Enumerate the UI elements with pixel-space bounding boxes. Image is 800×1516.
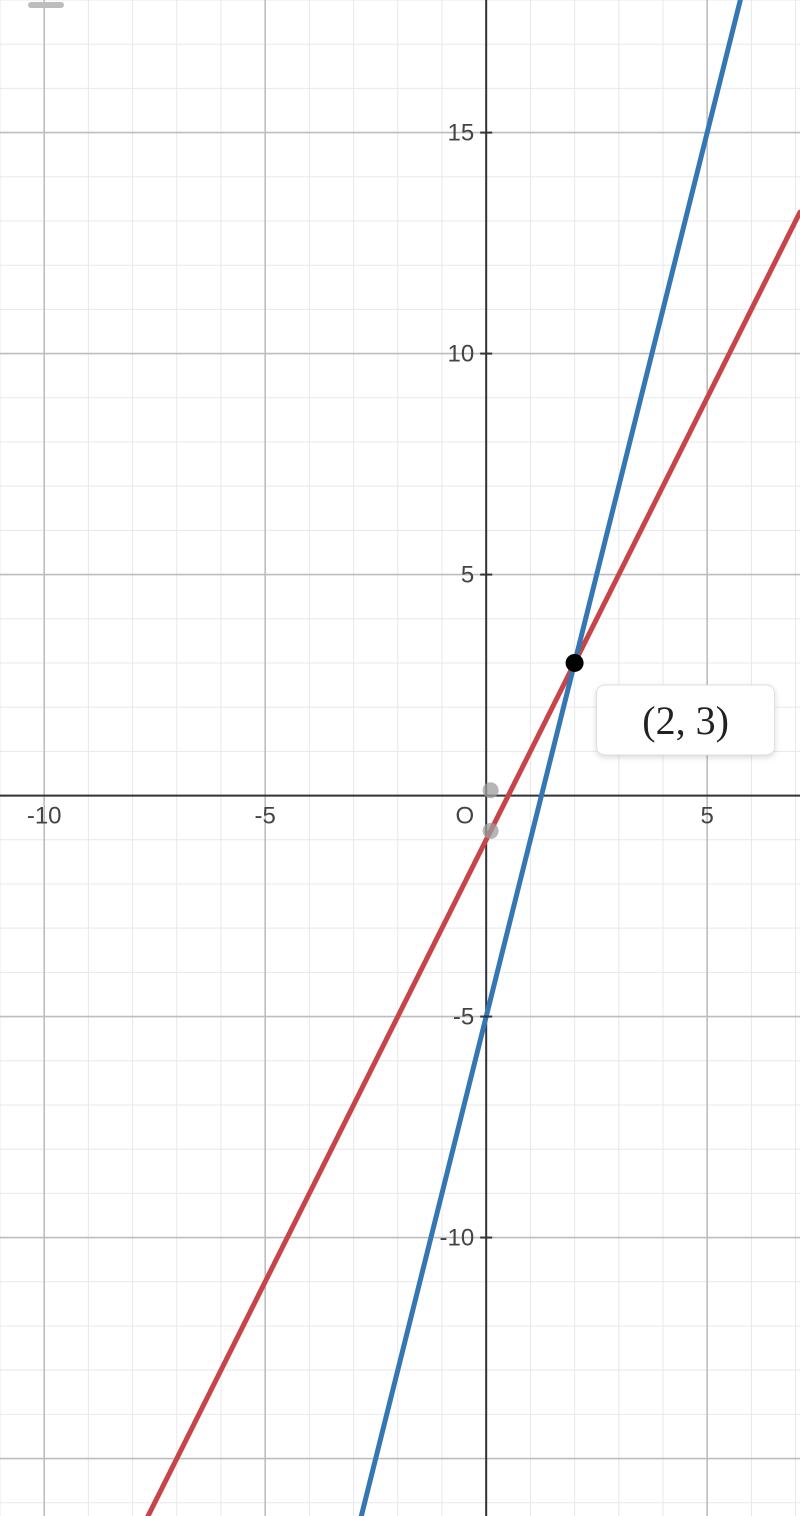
y-tick-label: -10	[440, 1225, 475, 1252]
grid-minor	[0, 0, 800, 1516]
point-intersection[interactable]	[566, 654, 584, 672]
point-label[interactable]: (2, 3)	[597, 685, 775, 755]
y-tick-label: 15	[447, 120, 474, 147]
x-tick-label: 5	[701, 803, 714, 830]
line-red[interactable]	[0, 212, 800, 1516]
plot-lines	[0, 0, 800, 1516]
x-tick-label: O	[456, 803, 475, 830]
graph-svg[interactable]: -10 -5 O 5 15 10 5 -5 -10 (2, 3)	[0, 0, 800, 1516]
y-tick-label: 5	[461, 562, 474, 589]
x-tick-label: -10	[27, 803, 62, 830]
drag-handle[interactable]	[28, 2, 64, 8]
drag-handle-icon[interactable]	[28, 2, 64, 8]
line-blue[interactable]	[0, 0, 800, 1516]
coordinate-graph[interactable]: -10 -5 O 5 15 10 5 -5 -10 (2, 3)	[0, 0, 800, 1516]
point-label-text: (2, 3)	[642, 698, 729, 743]
x-tick-label: -5	[255, 803, 276, 830]
grid-major	[0, 0, 800, 1516]
y-tick-label: -5	[453, 1004, 474, 1031]
axes	[0, 0, 800, 1516]
point-origin-hint-upper[interactable]	[483, 782, 499, 798]
point-origin-hint-lower[interactable]	[483, 823, 499, 839]
y-tick-label: 10	[447, 341, 474, 368]
